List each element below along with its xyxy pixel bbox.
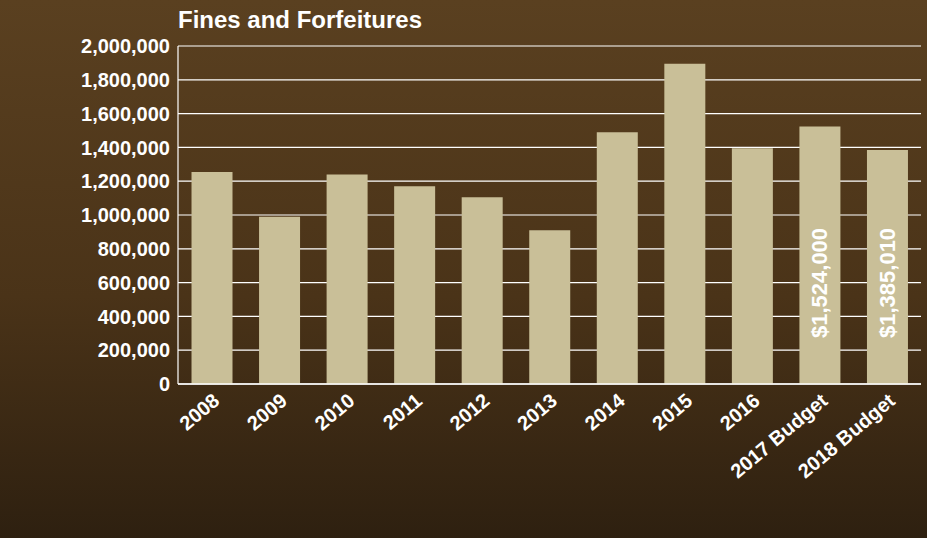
svg-text:2016: 2016 — [716, 389, 764, 434]
svg-text:2018 Budget: 2018 Budget — [794, 389, 900, 483]
svg-text:$1,385,010: $1,385,010 — [875, 228, 900, 338]
svg-text:2014: 2014 — [581, 389, 630, 435]
svg-text:0: 0 — [159, 373, 170, 395]
svg-text:2009: 2009 — [243, 389, 291, 434]
svg-text:400,000: 400,000 — [98, 306, 170, 328]
svg-text:2012: 2012 — [445, 389, 493, 434]
svg-text:2008: 2008 — [175, 389, 223, 434]
html-text:Fines and Forfeitures: Fines and Forfeitures — [178, 6, 422, 33]
svg-text:2010: 2010 — [310, 389, 358, 434]
svg-text:1,400,000: 1,400,000 — [81, 137, 170, 159]
svg-text:200,000: 200,000 — [98, 339, 170, 361]
svg-text:1,800,000: 1,800,000 — [81, 69, 170, 91]
svg-text:2017 Budget: 2017 Budget — [726, 389, 832, 483]
svg-text:2013: 2013 — [513, 389, 561, 434]
svg-text:$1,524,000: $1,524,000 — [807, 228, 832, 338]
svg-text:2,000,000: 2,000,000 — [81, 35, 170, 57]
svg-text:600,000: 600,000 — [98, 272, 170, 294]
svg-text:1,000,000: 1,000,000 — [81, 204, 170, 226]
svg-text:1,600,000: 1,600,000 — [81, 103, 170, 125]
svg-text:800,000: 800,000 — [98, 238, 170, 260]
svg-text:2011: 2011 — [379, 389, 426, 434]
svg-text:1,200,000: 1,200,000 — [81, 170, 170, 192]
svg-text:2015: 2015 — [648, 389, 696, 434]
